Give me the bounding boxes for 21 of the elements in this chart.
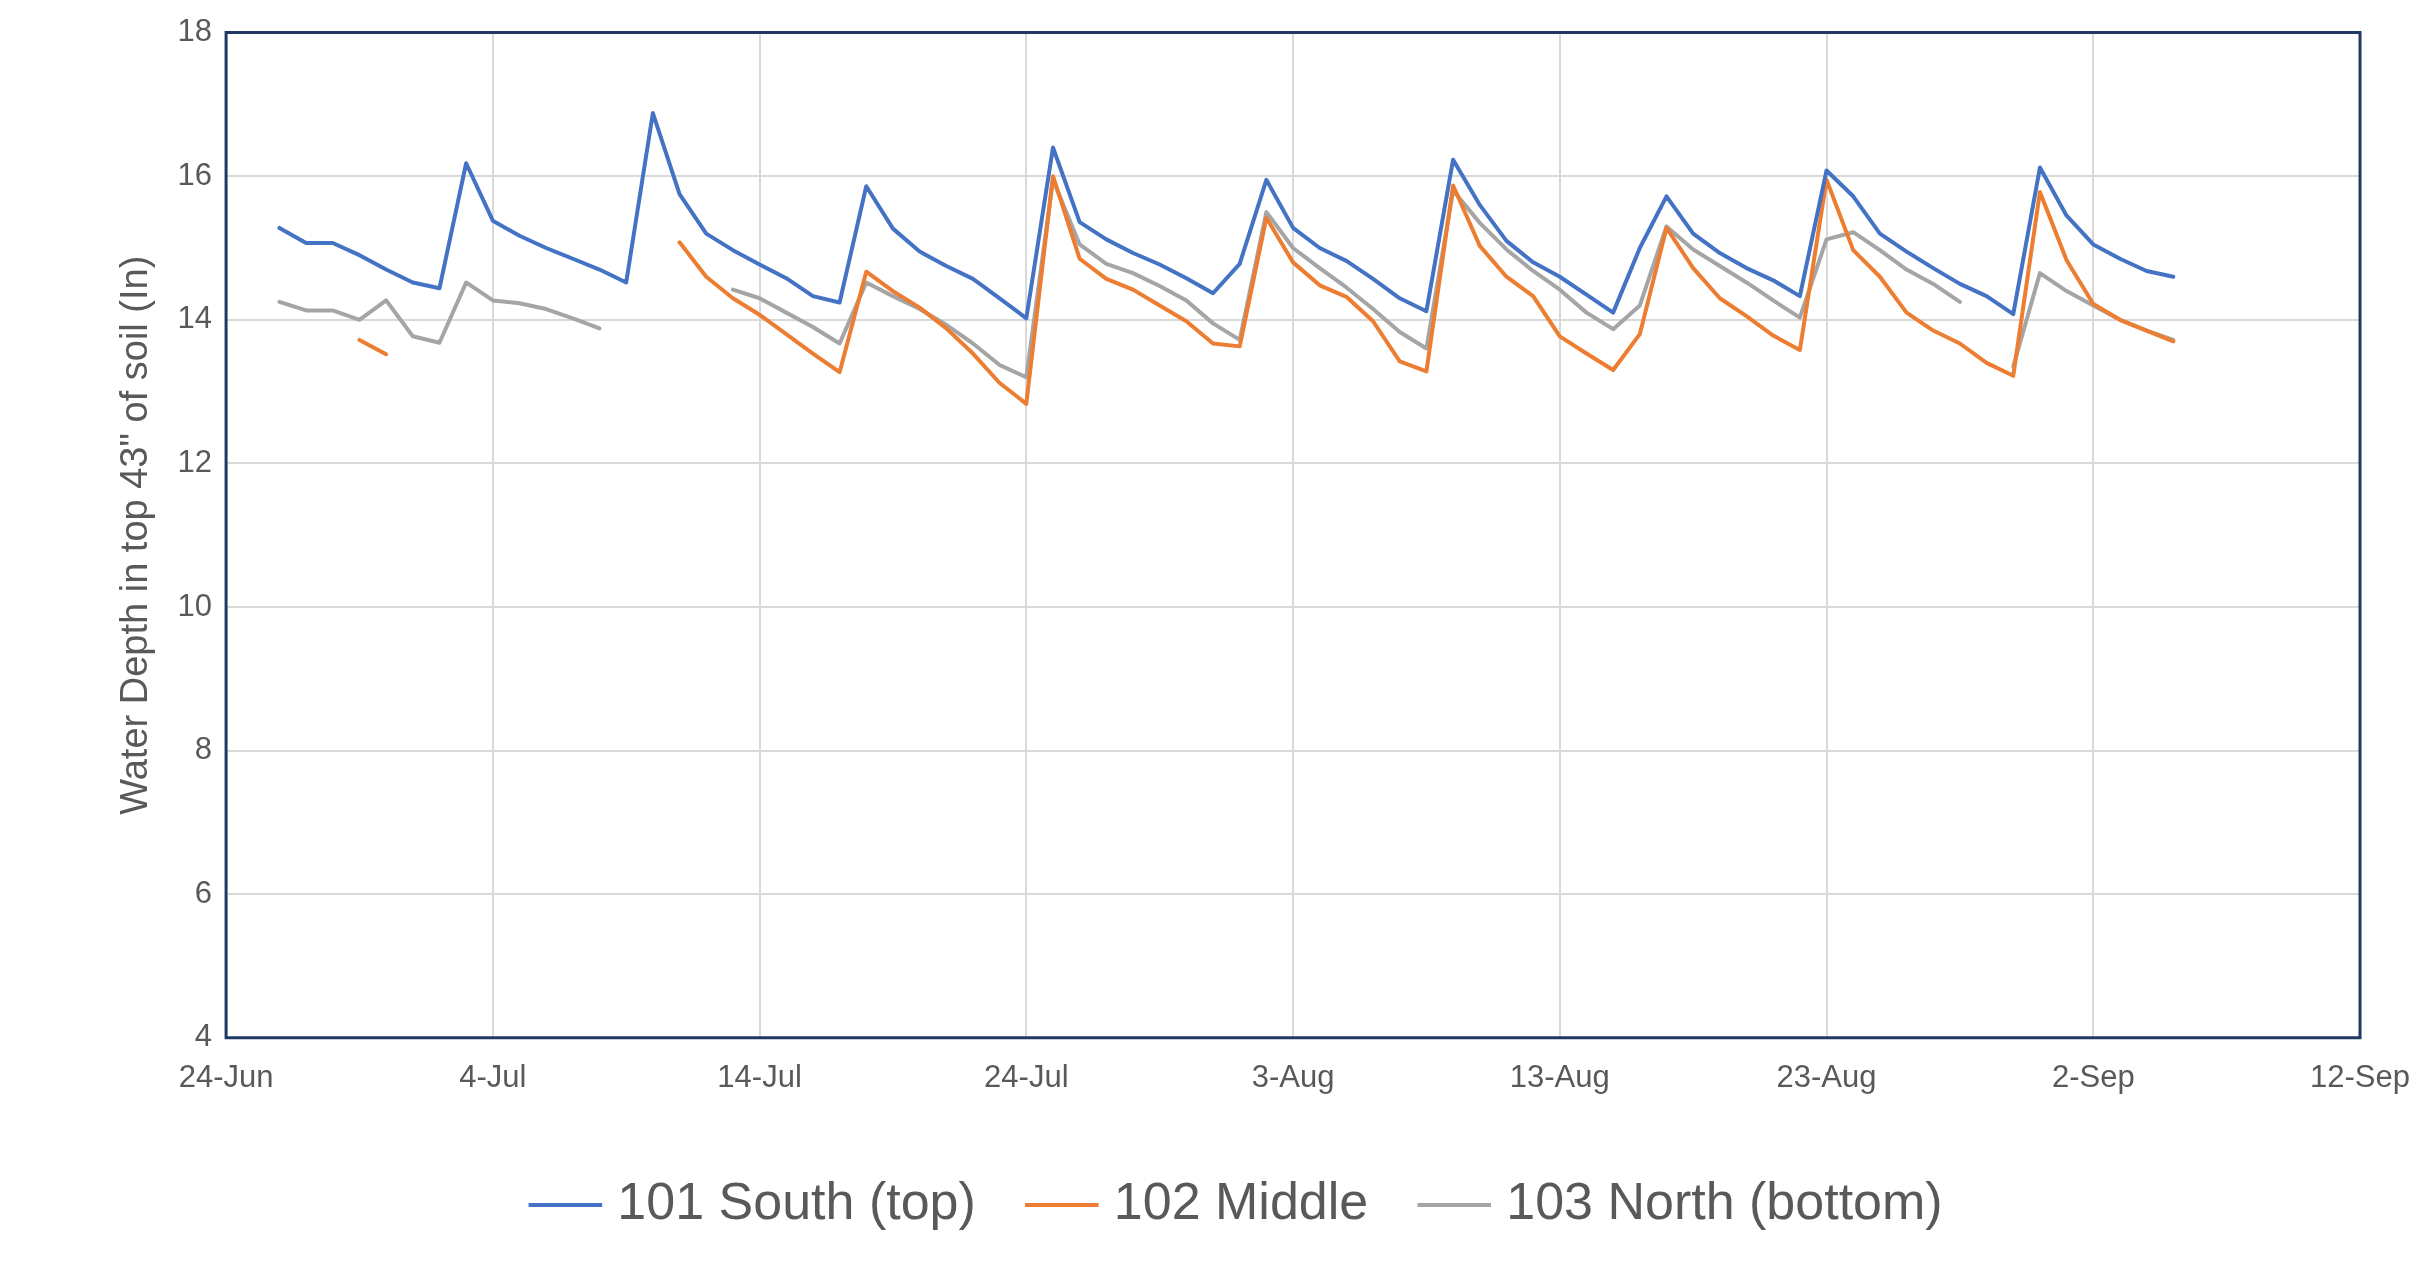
- y-tick-label: 14: [177, 300, 213, 336]
- legend-label: 102 Middle: [1113, 1172, 1369, 1231]
- x-tick-label: 12-Sep: [2310, 1058, 2410, 1094]
- x-tick-label: 24-Jul: [984, 1058, 1069, 1094]
- x-tick-label: 13-Aug: [1509, 1058, 1610, 1094]
- x-tick-label: 4-Jul: [459, 1058, 527, 1094]
- legend-label: 103 North (bottom): [1506, 1172, 1943, 1231]
- x-tick-label: 14-Jul: [717, 1058, 802, 1094]
- y-tick-label: 18: [177, 13, 213, 49]
- x-tick-label: 2-Sep: [2051, 1058, 2135, 1094]
- x-tick-label: 23-Aug: [1776, 1058, 1877, 1094]
- y-tick-label: 16: [177, 156, 213, 192]
- x-tick-label: 24-Jun: [178, 1058, 274, 1094]
- x-tick-label: 3-Aug: [1251, 1058, 1335, 1094]
- y-tick-label: 8: [194, 731, 213, 767]
- y-axis-title: Water Depth in top 43" of soil (In): [113, 255, 156, 815]
- y-tick-label: 12: [177, 443, 213, 479]
- y-tick-label: 6: [194, 874, 213, 910]
- legend-label: 101 South (top): [617, 1172, 976, 1231]
- y-tick-label: 4: [194, 1018, 213, 1054]
- y-tick-label: 10: [177, 587, 213, 623]
